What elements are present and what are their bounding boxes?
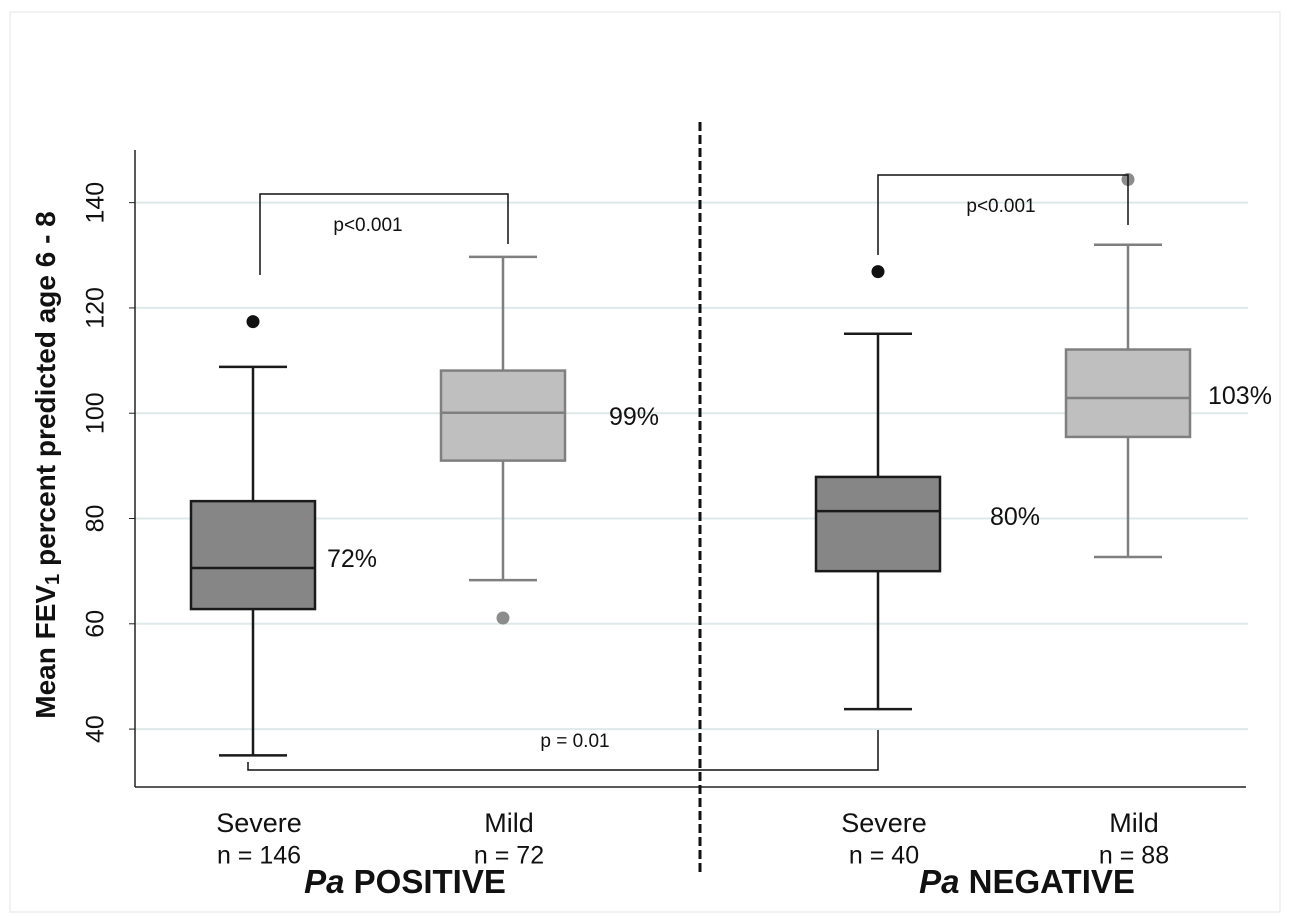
p-value: p<0.001 [966,196,1035,217]
x-tick-label: Mild [484,808,534,838]
group-italic: Pa [919,863,959,900]
frame [9,11,1281,913]
y-tick-label: 140 [82,182,110,224]
x-tick-label: Severe [841,808,927,838]
group-name: POSITIVE [354,863,506,900]
group-label: Pa POSITIVE [304,863,506,900]
outlier [496,611,510,625]
y-tick-label: 100 [82,392,110,434]
box [1064,348,1192,439]
y-tick-label: 120 [82,287,110,329]
p-value: p = 0.01 [540,731,609,752]
significance-bracket [877,174,1129,255]
box [189,499,317,611]
y-axis-label: Mean FEV1 percent predicted age 6 - 8 [30,211,64,719]
mean-label: 72% [327,545,377,573]
mean-label: 99% [609,403,659,431]
group-space [959,863,968,900]
x-tick-label: Mild [1109,808,1159,838]
y-tick-label: 60 [82,610,110,638]
y-label-rest: percent predicted age 6 - 8 [30,211,61,574]
outlier [871,265,885,279]
y-label-main: Mean FEV [30,585,61,719]
box [439,369,567,462]
outlier [246,315,260,329]
group-name: NEGATIVE [969,863,1135,900]
group-italic: Pa [304,863,344,900]
y-tick-label: 40 [82,715,110,743]
n-label: n = 88 [1099,842,1169,870]
group-space [344,863,353,900]
n-label: n = 40 [849,842,919,870]
p-value: p<0.001 [333,215,402,236]
x-tick-label: Severe [216,808,302,838]
y-tick-label: 80 [82,505,110,533]
n-label: n = 72 [474,842,544,870]
mean-label: 103% [1208,382,1272,410]
significance-bracket [247,730,879,771]
box [814,475,942,573]
y-label-sub: 1 [42,574,64,585]
n-label: n = 146 [217,842,301,870]
group-label: Pa NEGATIVE [919,863,1135,900]
significance-bracket [259,193,509,275]
mean-label: 80% [990,503,1040,531]
